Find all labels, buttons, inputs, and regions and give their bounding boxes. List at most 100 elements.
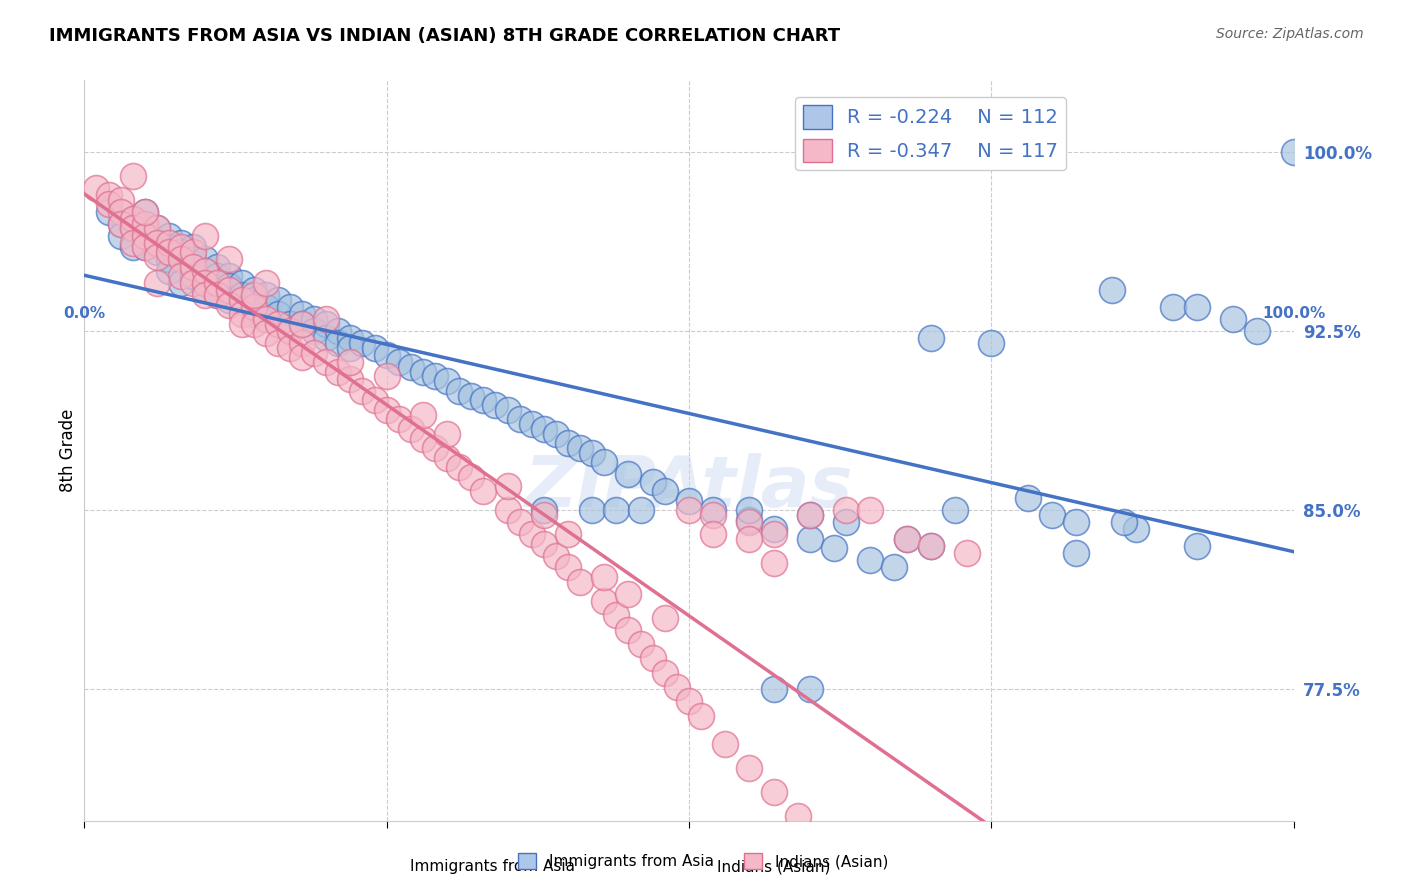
- Point: [267, 317, 290, 331]
- Point: [363, 341, 385, 355]
- Point: [557, 436, 579, 450]
- Point: [157, 264, 180, 278]
- Point: [267, 336, 290, 351]
- Point: [134, 204, 156, 219]
- Point: [460, 388, 482, 402]
- Point: [412, 365, 434, 379]
- Point: [786, 809, 808, 823]
- Point: [181, 260, 204, 274]
- Point: [920, 539, 942, 553]
- Point: [207, 269, 229, 284]
- Point: [1222, 312, 1244, 326]
- Point: [557, 560, 579, 574]
- Point: [738, 503, 761, 517]
- Point: [134, 204, 156, 219]
- Point: [121, 235, 143, 250]
- Point: [181, 269, 204, 284]
- Point: [569, 441, 592, 455]
- Point: [1125, 522, 1147, 536]
- Point: [278, 324, 301, 338]
- Point: [146, 221, 169, 235]
- Point: [110, 228, 132, 243]
- Point: [181, 252, 204, 267]
- Point: [194, 277, 217, 291]
- Point: [194, 264, 217, 278]
- Point: [157, 240, 180, 254]
- Point: [121, 211, 143, 226]
- Point: [339, 355, 361, 369]
- Point: [181, 277, 204, 291]
- Point: [581, 503, 603, 517]
- Point: [146, 250, 169, 264]
- Point: [702, 503, 724, 517]
- Point: [472, 393, 495, 408]
- Point: [134, 228, 156, 243]
- Point: [859, 880, 882, 892]
- Point: [170, 245, 193, 260]
- Point: [231, 277, 253, 291]
- Text: Indians (Asian): Indians (Asian): [717, 859, 830, 874]
- Point: [1064, 515, 1087, 529]
- Point: [605, 503, 627, 517]
- Y-axis label: 8th Grade: 8th Grade: [59, 409, 77, 492]
- Point: [302, 312, 325, 326]
- Point: [207, 277, 229, 291]
- Point: [533, 508, 555, 522]
- Point: [352, 336, 374, 351]
- Point: [823, 541, 845, 556]
- Point: [799, 532, 821, 546]
- Point: [835, 515, 858, 529]
- Point: [509, 412, 531, 426]
- Point: [399, 422, 422, 436]
- Point: [436, 426, 458, 441]
- Point: [449, 384, 471, 398]
- Point: [690, 708, 713, 723]
- Point: [110, 193, 132, 207]
- Point: [157, 252, 180, 267]
- Point: [859, 503, 882, 517]
- Point: [231, 293, 253, 307]
- Point: [328, 365, 350, 379]
- Point: [134, 217, 156, 231]
- Point: [242, 284, 264, 298]
- Point: [97, 197, 120, 211]
- Point: [702, 527, 724, 541]
- Point: [134, 217, 156, 231]
- Point: [254, 277, 277, 291]
- Point: [472, 484, 495, 499]
- Point: [134, 240, 156, 254]
- Point: [170, 240, 193, 254]
- Point: [363, 393, 385, 408]
- Point: [896, 532, 918, 546]
- Point: [678, 503, 700, 517]
- Point: [762, 556, 785, 570]
- Point: [302, 324, 325, 338]
- Point: [1064, 546, 1087, 560]
- Point: [762, 527, 785, 541]
- Point: [302, 345, 325, 359]
- Point: [242, 317, 264, 331]
- Point: [1185, 300, 1208, 314]
- Point: [242, 293, 264, 307]
- Point: [291, 351, 314, 365]
- Point: [702, 508, 724, 522]
- Point: [388, 412, 411, 426]
- Point: [738, 761, 761, 775]
- Point: [97, 188, 120, 202]
- Point: [835, 856, 858, 871]
- Point: [617, 587, 640, 601]
- Point: [121, 169, 143, 183]
- Point: [291, 317, 314, 331]
- Point: [231, 288, 253, 302]
- Point: [194, 264, 217, 278]
- Text: ZIPAtlas: ZIPAtlas: [524, 453, 853, 522]
- Point: [641, 475, 664, 489]
- Point: [375, 348, 398, 362]
- Point: [412, 408, 434, 422]
- Point: [218, 284, 240, 298]
- Point: [291, 336, 314, 351]
- Point: [121, 221, 143, 235]
- Point: [762, 522, 785, 536]
- Point: [157, 228, 180, 243]
- Point: [496, 479, 519, 493]
